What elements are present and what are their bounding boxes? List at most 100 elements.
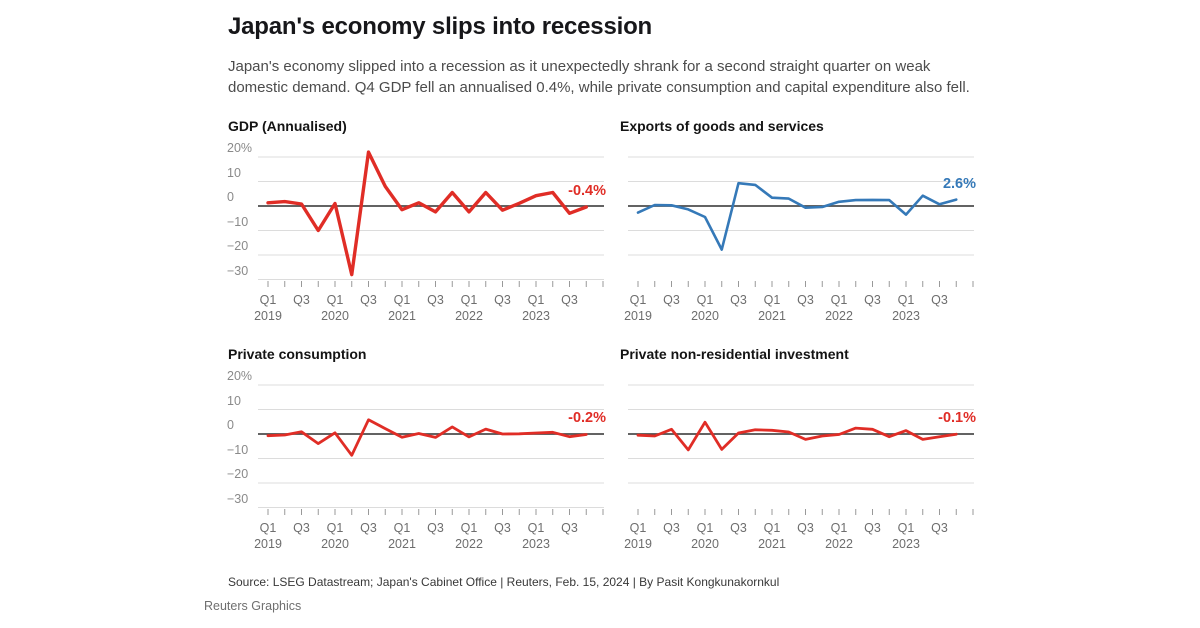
x-quarter-label: Q3 bbox=[494, 521, 511, 535]
y-tick-label: 20% bbox=[227, 369, 253, 383]
x-year-label: 2023 bbox=[892, 309, 920, 323]
chart-plot-area: 20% 10 0 −10 −20 −30 -0.4% Q1 Q3 Q1 Q3 Q1 Q3 Q1 Q3 Q1… bbox=[227, 140, 606, 326]
x-quarter-label: Q1 bbox=[326, 521, 344, 535]
y-axis-labels: 20% 10 0 −10 −20 −30 bbox=[227, 140, 257, 288]
x-quarter-label: Q3 bbox=[360, 293, 377, 307]
page-title: Japan's economy slips into recession bbox=[228, 13, 652, 40]
data-line bbox=[636, 181, 958, 251]
data-line bbox=[266, 150, 588, 277]
x-quarter-label: Q3 bbox=[931, 293, 948, 307]
y-tick-label: −30 bbox=[227, 491, 249, 506]
x-quarter-label: Q3 bbox=[797, 293, 814, 307]
x-quarter-label: Q1 bbox=[629, 521, 647, 535]
y-tick-label: 0 bbox=[227, 418, 234, 432]
x-year-label: 2021 bbox=[388, 309, 416, 323]
x-quarter-label: Q3 bbox=[663, 521, 680, 535]
x-quarter-label: Q1 bbox=[393, 293, 411, 307]
x-quarter-label: Q3 bbox=[561, 293, 578, 307]
x-quarter-label: Q1 bbox=[393, 521, 411, 535]
source-attribution: Source: LSEG Datastream; Japan's Cabinet… bbox=[228, 575, 780, 589]
x-axis-year-labels: 2019 2020 2021 2022 2023 bbox=[254, 309, 604, 323]
x-quarter-label: Q3 bbox=[864, 521, 881, 535]
x-year-label: 2020 bbox=[691, 309, 719, 323]
y-axis-labels: 20% 10 0 −10 −20 −30 bbox=[227, 368, 257, 516]
chart-title: GDP (Annualised) bbox=[228, 118, 347, 134]
x-quarter-label: Q3 bbox=[931, 521, 948, 535]
x-axis-quarter-labels: Q1 Q3 Q1 Q3 Q1 Q3 Q1 Q3 Q1 Q3 bbox=[628, 293, 974, 307]
x-year-label: 2019 bbox=[254, 537, 282, 551]
x-year-label: 2021 bbox=[758, 309, 786, 323]
x-axis-year-labels: 2019 2020 2021 2022 2023 bbox=[624, 309, 974, 323]
x-axis-year-labels: 2019 2020 2021 2022 2023 bbox=[254, 537, 604, 551]
page-subtitle: Japan's economy slipped into a recession… bbox=[228, 56, 970, 98]
x-axis-year-labels: 2019 2020 2021 2022 2023 bbox=[624, 537, 974, 551]
line-series bbox=[628, 156, 974, 287]
chart-plot-area: 20% 10 0 −10 −20 −30 -0.2% Q1 Q3 Q1 Q3 Q1 Q3 Q1 Q3 Q1… bbox=[227, 368, 606, 554]
x-axis-quarter-labels: Q1 Q3 Q1 Q3 Q1 Q3 Q1 Q3 Q1 Q3 bbox=[258, 521, 604, 535]
x-year-label: 2020 bbox=[321, 537, 349, 551]
y-axis-labels bbox=[597, 140, 627, 288]
chart-plot-area: 2.6% Q1 Q3 Q1 Q3 Q1 Q3 Q1 Q3 Q1 Q3 2019 2020 2021 20… bbox=[624, 140, 976, 326]
latest-value-label: -0.1% bbox=[938, 410, 976, 427]
y-tick-label: −30 bbox=[227, 263, 249, 278]
y-tick-label: 10 bbox=[227, 393, 241, 408]
latest-value-label: -0.4% bbox=[568, 182, 606, 199]
x-quarter-label: Q3 bbox=[494, 293, 511, 307]
data-line bbox=[266, 418, 588, 457]
x-year-label: 2020 bbox=[321, 309, 349, 323]
x-year-label: 2022 bbox=[455, 537, 483, 551]
x-quarter-label: Q1 bbox=[696, 521, 714, 535]
y-tick-label: −10 bbox=[227, 214, 249, 229]
reuters-graphics-credit: Reuters Graphics bbox=[204, 599, 302, 613]
x-year-label: 2022 bbox=[825, 537, 853, 551]
x-year-label: 2019 bbox=[624, 537, 652, 551]
x-quarter-label: Q1 bbox=[696, 293, 714, 307]
x-quarter-label: Q1 bbox=[259, 293, 277, 307]
x-year-label: 2021 bbox=[388, 537, 416, 551]
chart-gdp-annualised: GDP (Annualised) 20% 10 0 −10 −20 −30 -0.4% Q… bbox=[227, 118, 606, 330]
subtitle-line-1: Japan's economy slipped into a recession… bbox=[228, 58, 931, 75]
chart-title: Private consumption bbox=[228, 346, 367, 362]
x-quarter-label: Q1 bbox=[897, 293, 915, 307]
chart-plot-area: -0.1% Q1 Q3 Q1 Q3 Q1 Q3 Q1 Q3 Q1 Q3 2019 2020 2021 2… bbox=[624, 368, 976, 554]
x-quarter-label: Q3 bbox=[293, 521, 310, 535]
x-year-label: 2019 bbox=[624, 309, 652, 323]
x-quarter-label: Q3 bbox=[797, 521, 814, 535]
chart-title: Exports of goods and services bbox=[620, 118, 824, 134]
y-tick-label: 0 bbox=[227, 190, 234, 204]
x-quarter-label: Q3 bbox=[427, 521, 444, 535]
y-tick-label: −10 bbox=[227, 442, 249, 457]
x-year-label: 2022 bbox=[455, 309, 483, 323]
x-quarter-label: Q1 bbox=[830, 293, 848, 307]
subtitle-line-2: domestic demand. Q4 GDP fell an annualis… bbox=[228, 79, 970, 96]
y-axis-labels bbox=[597, 368, 627, 516]
data-line bbox=[636, 420, 958, 452]
x-year-label: 2019 bbox=[254, 309, 282, 323]
x-quarter-label: Q1 bbox=[763, 521, 781, 535]
x-quarter-label: Q3 bbox=[730, 293, 747, 307]
x-axis-quarter-labels: Q1 Q3 Q1 Q3 Q1 Q3 Q1 Q3 Q1 Q3 bbox=[628, 521, 974, 535]
y-tick-label: −20 bbox=[227, 239, 249, 253]
y-tick-label: −20 bbox=[227, 467, 249, 481]
x-quarter-label: Q3 bbox=[427, 293, 444, 307]
x-quarter-label: Q1 bbox=[629, 293, 647, 307]
x-quarter-label: Q1 bbox=[326, 293, 344, 307]
x-year-label: 2022 bbox=[825, 309, 853, 323]
chart-exports-goods-services: Exports of goods and services 2.6% Q1 Q3 Q… bbox=[620, 118, 976, 330]
x-quarter-label: Q1 bbox=[527, 521, 545, 535]
x-year-label: 2023 bbox=[522, 309, 550, 323]
x-quarter-label: Q1 bbox=[897, 521, 915, 535]
x-quarter-label: Q1 bbox=[259, 521, 277, 535]
x-quarter-label: Q1 bbox=[527, 293, 545, 307]
x-year-label: 2023 bbox=[892, 537, 920, 551]
x-axis-quarter-labels: Q1 Q3 Q1 Q3 Q1 Q3 Q1 Q3 Q1 Q3 bbox=[258, 293, 604, 307]
x-year-label: 2020 bbox=[691, 537, 719, 551]
line-series bbox=[628, 384, 974, 515]
x-quarter-label: Q3 bbox=[561, 521, 578, 535]
latest-value-label: 2.6% bbox=[942, 175, 976, 192]
x-quarter-label: Q1 bbox=[460, 521, 478, 535]
chart-title: Private non-residential investment bbox=[620, 346, 849, 362]
x-quarter-label: Q3 bbox=[730, 521, 747, 535]
chart-private-nonresidential-investment: Private non-residential investment -0.1%… bbox=[620, 346, 976, 558]
